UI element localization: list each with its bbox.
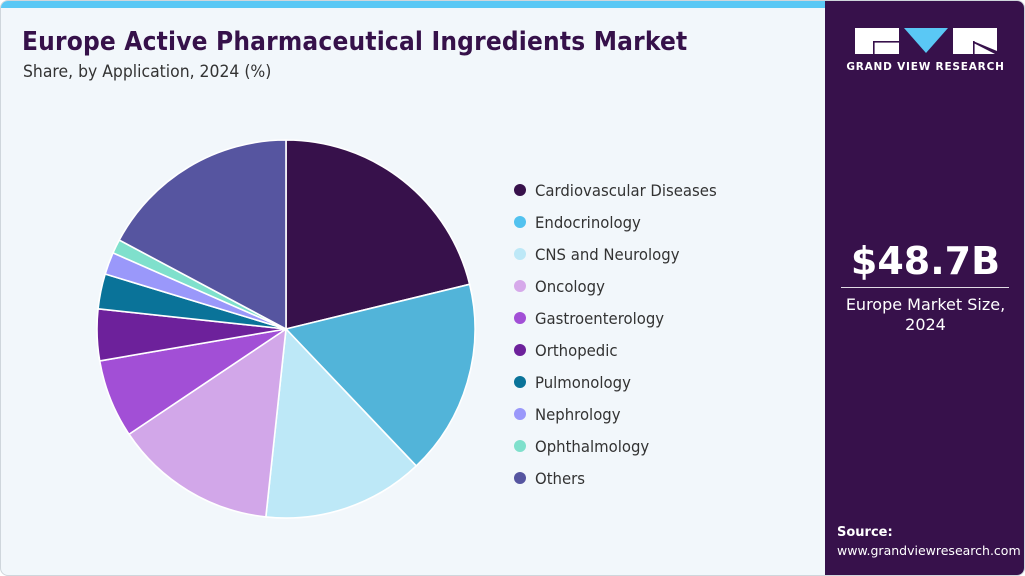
pie-slice-oncology [128,328,287,518]
legend-dot-icon [514,344,526,356]
accent-bar [1,1,825,8]
market-size-label: Europe Market Size, 2024 [825,295,1024,335]
legend-label: Ophthalmology [535,436,650,456]
legend-item-orthopedic: Orthopedic [514,334,730,366]
legend-dot-icon [514,440,526,452]
legend-label: Pulmonology [535,372,631,392]
sidebar-panel: GRAND VIEW RESEARCH $48.7B Europe Market… [825,1,1024,575]
legend-item-oncology: Oncology [514,270,730,302]
legend-dot-icon [514,280,526,292]
pie-slice-endocrinology [285,283,476,467]
logo-text: GRAND VIEW RESEARCH [846,61,1005,73]
pie-chart [96,139,476,519]
source-link[interactable]: www.grandviewresearch.com [837,543,1021,558]
legend-item-gastroenterology: Gastroenterology [514,302,730,334]
legend-dot-icon [514,408,526,420]
legend-dot-icon [514,248,526,260]
legend-item-ophthalmology: Ophthalmology [514,430,730,462]
grand-view-research-logo-icon [855,28,997,54]
legend-dot-icon [514,216,526,228]
legend-label: CNS and Neurology [535,244,680,264]
market-size-label-line2: 2024 [905,315,946,334]
legend-dot-icon [514,376,526,388]
divider [841,287,1009,288]
chart-subtitle: Share, by Application, 2024 (%) [23,62,272,82]
legend-dot-icon [514,312,526,324]
legend-dot-icon [514,184,526,196]
pie-slice-cardiovascular-diseases [285,139,471,330]
market-size-label-line1: Europe Market Size, [845,295,1006,314]
pie-slice-others [118,139,287,330]
legend-item-cns-and-neurology: CNS and Neurology [514,238,730,270]
legend-item-nephrology: Nephrology [514,398,730,430]
pie-slice-cns-and-neurology [265,328,418,519]
legend-label: Gastroenterology [535,308,665,328]
legend-item-others: Others [514,462,730,494]
legend-label: Cardiovascular Diseases [535,180,717,200]
legend-label: Orthopedic [535,340,618,360]
legend-item-pulmonology: Pulmonology [514,366,730,398]
legend-label: Nephrology [535,404,621,424]
source-label: Source: [837,525,893,540]
legend-item-endocrinology: Endocrinology [514,206,730,238]
legend-label: Others [535,468,586,488]
legend-label: Endocrinology [535,212,641,232]
chart-title: Europe Active Pharmaceutical Ingredients… [22,27,688,57]
market-size-value: $48.7B [850,239,1001,283]
chart-legend: Cardiovascular Diseases Endocrinology CN… [514,174,730,494]
legend-dot-icon [514,472,526,484]
legend-label: Oncology [535,276,605,296]
legend-item-cardiovascular-diseases: Cardiovascular Diseases [514,174,730,206]
